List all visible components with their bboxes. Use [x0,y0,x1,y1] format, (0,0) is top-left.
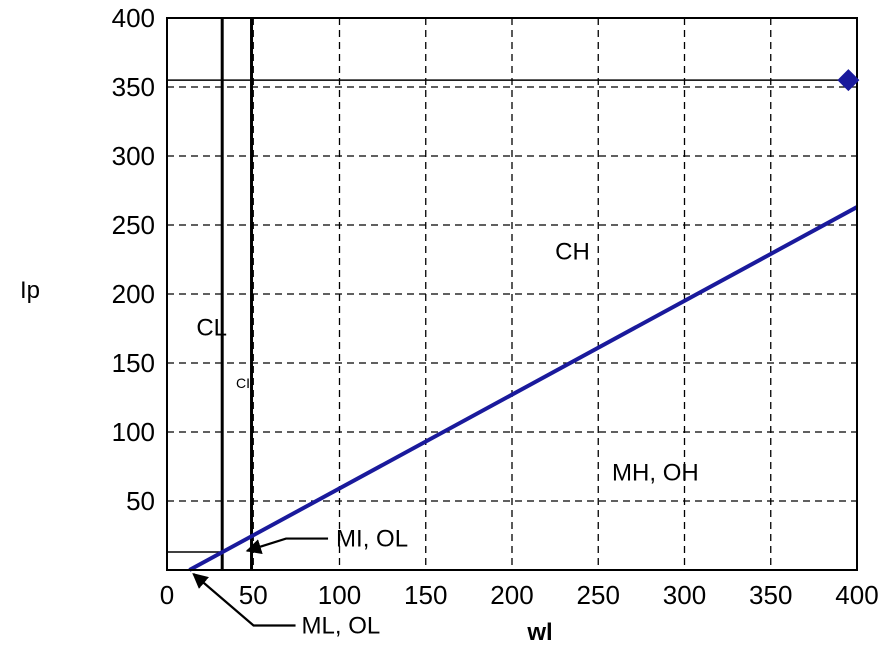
grid-lines [167,18,857,570]
data-marks [837,69,860,92]
y-tick-label: 200 [112,279,155,309]
plot-frame [166,17,858,571]
annotation-label: MI, OL [336,526,408,553]
x-tick-label: 200 [490,580,533,610]
annotation-leader [192,572,296,627]
data-point-diamond [837,69,860,92]
x-tick-label: 150 [404,580,447,610]
tick-labels: 0 50 100 150 200 250 300 350 400 50 100 150 200 250 30… [112,3,879,610]
y-tick-label: 150 [112,348,155,378]
x-tick-label: 250 [577,580,620,610]
region-label: CH [555,239,590,266]
annotations: MI, OL ML, OL [192,526,408,639]
y-tick-label: 400 [112,3,155,33]
y-tick-label: 250 [112,210,155,240]
region-label: MH, OH [612,459,699,486]
a-line [188,205,858,572]
annotation-leader [245,537,329,554]
y-tick-label: 300 [112,141,155,171]
x-tick-label: 400 [835,580,878,610]
x-tick-label: 300 [663,580,706,610]
x-tick-label: 50 [239,580,268,610]
y-tick-label: 50 [126,486,155,516]
x-tick-label: 350 [749,580,792,610]
x-axis-label: wl [526,619,552,646]
y-axis-label: Ip [20,277,40,304]
region-label: CI [236,375,250,391]
region-label: CL [196,314,227,341]
region-labels: CH CL CI MH, OH [196,239,698,487]
y-tick-label: 100 [112,417,155,447]
chart-lines [167,18,858,572]
y-tick-label: 350 [112,72,155,102]
x-tick-label: 100 [318,580,361,610]
x-tick-label: 0 [160,580,174,610]
annotation-label: ML, OL [302,612,381,639]
